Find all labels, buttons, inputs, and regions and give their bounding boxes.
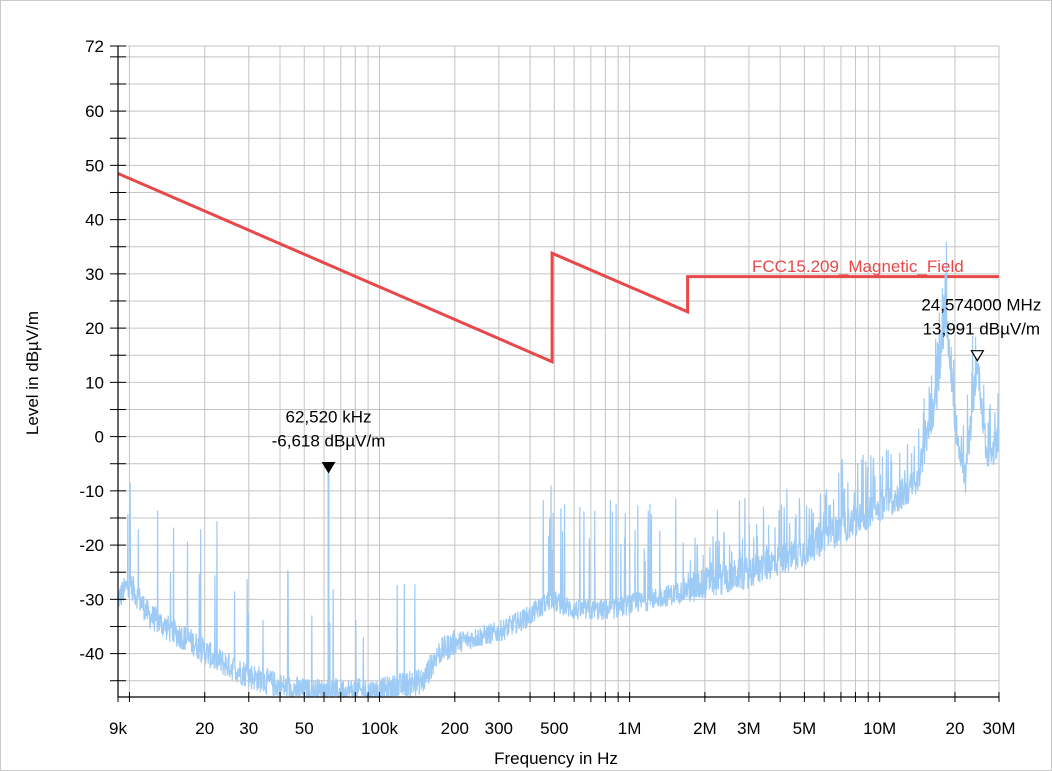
- y-tick-labels: 72 60 50 40 30 20 10 0 -10 -20 -30 -40: [79, 37, 104, 664]
- y-tick-label: 30: [85, 265, 104, 284]
- marker-level-label: 13,991 dBµV/m: [923, 320, 1041, 339]
- x-tick-label: 30: [239, 719, 258, 738]
- x-tick-labels: 9k 20 30 50 100k 200 300 500 1M 2M 3M 5M 10M 20 30M: [109, 719, 1016, 738]
- x-tick-label: 100k: [361, 719, 398, 738]
- y-tick-label: 20: [85, 319, 104, 338]
- x-tick-label: 9k: [109, 719, 127, 738]
- y-tick-label: -20: [79, 536, 104, 555]
- y-tick-label: -40: [79, 645, 104, 664]
- limit-line: [117, 172, 999, 364]
- peak-marker-filled: [321, 462, 336, 474]
- y-tick-label: 10: [85, 373, 104, 392]
- x-tick-label: 20: [195, 719, 214, 738]
- x-axis-label: Frequency in Hz: [494, 749, 618, 768]
- x-tick-label: 3M: [737, 719, 761, 738]
- limit-line-layer: [117, 172, 999, 364]
- y-tick-label: -10: [79, 482, 104, 501]
- y-tick-label: 0: [95, 428, 104, 447]
- y-tick-label: 60: [85, 102, 104, 121]
- x-tick-label: 200: [441, 719, 469, 738]
- x-tick-label: 500: [540, 719, 568, 738]
- x-tick-label: 20: [946, 719, 965, 738]
- measurement-trace: [117, 241, 1000, 698]
- marker-frequency-label: 62,520 kHz: [286, 408, 372, 427]
- x-tick-label: 30M: [982, 719, 1015, 738]
- x-tick-label: 50: [295, 719, 314, 738]
- marker-level-label: -6,618 dBµV/m: [272, 432, 386, 451]
- x-tick-label: 300: [485, 719, 513, 738]
- marker-frequency-label: 24,574000 MHz: [921, 296, 1041, 315]
- y-tick-label: 72: [85, 37, 104, 56]
- axes: [110, 45, 1000, 702]
- trace-layer: [117, 241, 1000, 698]
- y-tick-label: -30: [79, 590, 104, 609]
- x-tick-label: 1M: [618, 719, 642, 738]
- x-tick-label: 5M: [793, 719, 817, 738]
- y-axis-label: Level in dBµV/m: [23, 311, 42, 435]
- peak-marker-open: [970, 350, 985, 362]
- x-tick-label: 2M: [693, 719, 717, 738]
- y-tick-label: 50: [85, 156, 104, 175]
- y-tick-label: 40: [85, 211, 104, 230]
- x-tick-label: 10M: [863, 719, 896, 738]
- peak-markers: 62,520 kHz -6,618 dBµV/m 24,574000 MHz 13,9…: [272, 296, 1041, 474]
- limit-line-label: FCC15.209_Magnetic_Field: [752, 257, 964, 276]
